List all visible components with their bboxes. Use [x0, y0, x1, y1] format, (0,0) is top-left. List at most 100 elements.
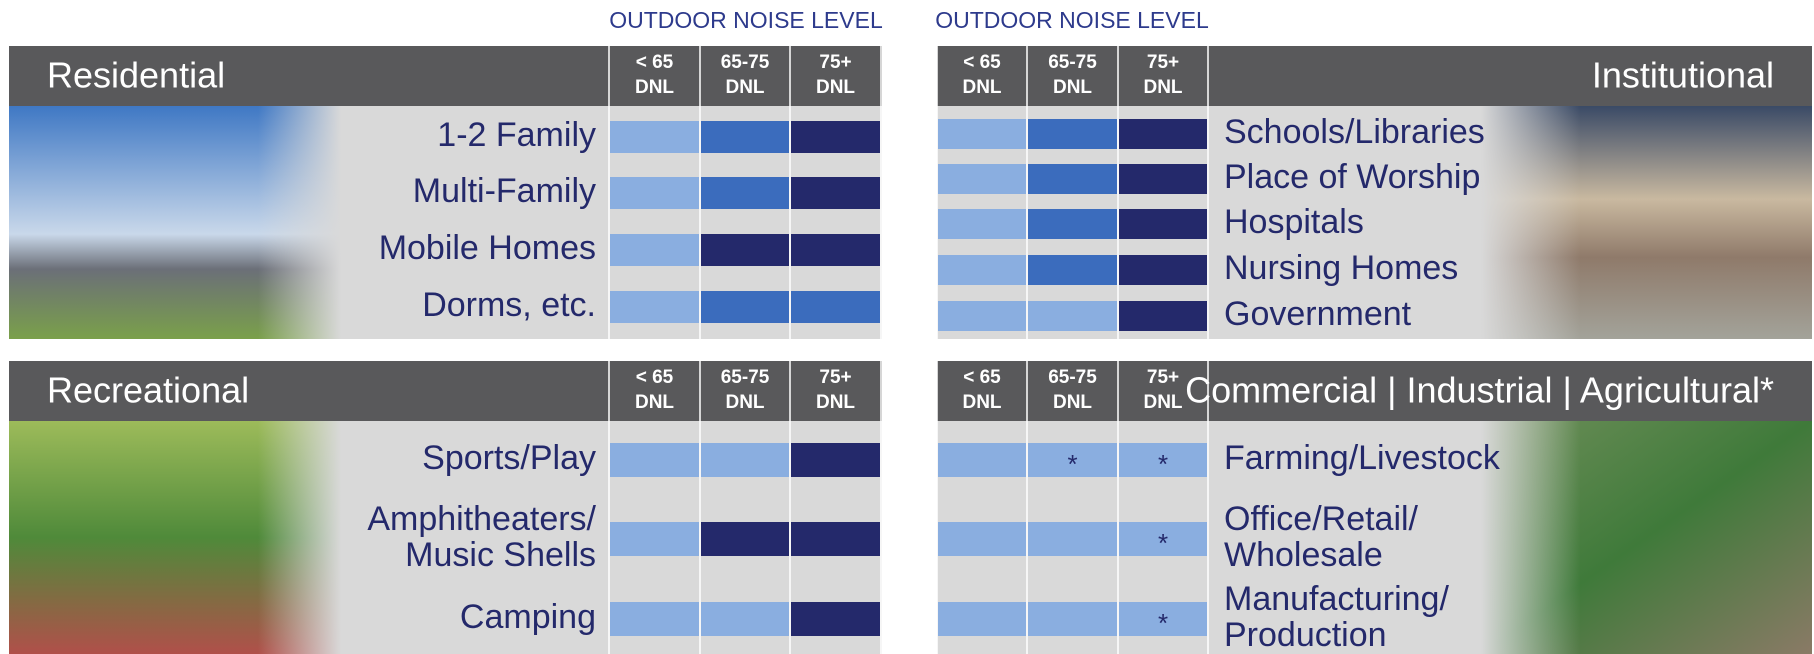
column-unit: DNL [962, 77, 1001, 98]
row-label: Multi-Family [413, 172, 596, 210]
compatibility-cell [1119, 209, 1207, 239]
column-range: 65-75 [1048, 367, 1097, 388]
column-unit: DNL [816, 77, 855, 98]
compatibility-cell [610, 602, 699, 636]
compatibility-cell [701, 443, 789, 477]
panel-title: Recreational [47, 370, 249, 411]
compatibility-cell [938, 209, 1026, 239]
column-range: 75+ [1147, 367, 1179, 388]
compatibility-cell [791, 522, 880, 556]
compatibility-cell [1028, 301, 1117, 331]
compatibility-cell [1119, 602, 1207, 636]
row-label: Production [1224, 616, 1387, 654]
column-unit: DNL [962, 392, 1001, 413]
compatibility-cell [701, 234, 789, 266]
compatibility-cell [610, 291, 699, 323]
row-label: Amphitheaters/ [367, 500, 596, 538]
compatibility-cell [938, 119, 1026, 149]
compatibility-cell [1119, 119, 1207, 149]
panel-header [937, 361, 1812, 421]
caption: OUTDOOR NOISE LEVEL [935, 7, 1209, 33]
cell-note: * [1158, 528, 1168, 558]
compatibility-cell [791, 234, 880, 266]
column-range: < 65 [963, 367, 1001, 388]
compatibility-cell [938, 602, 1026, 636]
compatibility-cell [1028, 443, 1117, 477]
column-unit: DNL [1053, 77, 1092, 98]
compatibility-cell [791, 443, 880, 477]
compatibility-cell [701, 121, 789, 153]
row-label: Farming/Livestock [1224, 439, 1501, 477]
compatibility-cell [938, 522, 1026, 556]
panel-title: Residential [47, 55, 225, 96]
row-label: 1-2 Family [437, 116, 596, 154]
row-label: Music Shells [405, 536, 596, 574]
row-label: Government [1224, 295, 1412, 333]
column-unit: DNL [816, 392, 855, 413]
compatibility-cell [701, 177, 789, 209]
compatibility-cell [938, 301, 1026, 331]
compatibility-cell [1119, 443, 1207, 477]
compatibility-cell [1028, 119, 1117, 149]
compatibility-cell [1028, 164, 1117, 194]
column-unit: DNL [725, 392, 764, 413]
compatibility-cell [610, 443, 699, 477]
compatibility-cell [1119, 522, 1207, 556]
compatibility-cell [701, 522, 789, 556]
panel-title: Institutional [1592, 55, 1774, 96]
photo-fade [1481, 421, 1812, 654]
compatibility-cell [938, 255, 1026, 285]
row-label: Nursing Homes [1224, 249, 1458, 287]
row-label: Place of Worship [1224, 158, 1480, 196]
compatibility-cell [938, 443, 1026, 477]
compatibility-cell [1119, 164, 1207, 194]
column-range: 75+ [819, 367, 851, 388]
column-range: 75+ [819, 52, 851, 73]
compatibility-cell [1119, 255, 1207, 285]
column-range: < 65 [636, 367, 674, 388]
compatibility-cell [1028, 255, 1117, 285]
column-range: < 65 [636, 52, 674, 73]
compatibility-cell [610, 522, 699, 556]
row-label: Wholesale [1224, 536, 1383, 574]
column-unit: DNL [725, 77, 764, 98]
compatibility-cell [938, 164, 1026, 194]
compatibility-cell [791, 291, 880, 323]
compatibility-cell [610, 234, 699, 266]
photo-fade [9, 421, 341, 654]
compatibility-cell [1028, 602, 1117, 636]
compatibility-cell [701, 602, 789, 636]
column-unit: DNL [635, 77, 674, 98]
column-range: 65-75 [721, 52, 770, 73]
row-label: Hospitals [1224, 203, 1364, 241]
cell-note: * [1158, 449, 1168, 479]
panel-header [937, 46, 1812, 106]
compatibility-cell [791, 121, 880, 153]
column-range: 65-75 [721, 367, 770, 388]
photo-fade [1481, 106, 1812, 339]
row-label: Schools/Libraries [1224, 113, 1485, 151]
caption: OUTDOOR NOISE LEVEL [609, 7, 883, 33]
row-label: Camping [460, 598, 596, 636]
cell-note: * [1067, 449, 1077, 479]
column-unit: DNL [1053, 392, 1092, 413]
compatibility-cell [701, 291, 789, 323]
compatibility-cell [791, 177, 880, 209]
column-range: 75+ [1147, 52, 1179, 73]
row-label: Sports/Play [422, 439, 596, 477]
row-label: Office/Retail/ [1224, 500, 1419, 538]
panel-title: Commercial | Industrial | Agricultural* [1185, 370, 1774, 411]
column-unit: DNL [1143, 77, 1182, 98]
cell-note: * [1158, 608, 1168, 638]
compatibility-cell [791, 602, 880, 636]
compatibility-cell [610, 121, 699, 153]
panel-header [9, 46, 882, 106]
column-range: < 65 [963, 52, 1001, 73]
row-label: Mobile Homes [379, 229, 596, 267]
panel-header [9, 361, 882, 421]
photo-fade [9, 106, 341, 339]
compatibility-cell [1119, 301, 1207, 331]
row-label: Dorms, etc. [422, 286, 596, 324]
compatibility-cell [1028, 522, 1117, 556]
